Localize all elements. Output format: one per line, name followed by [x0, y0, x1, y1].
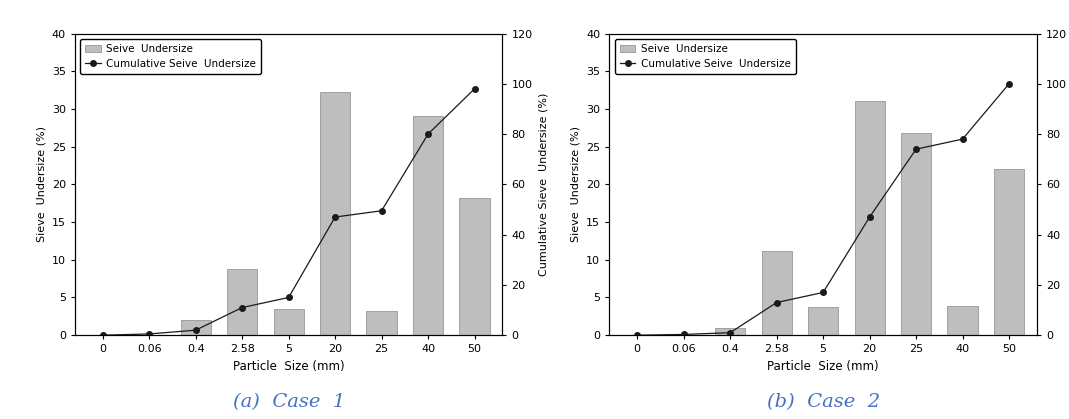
- Bar: [367, 311, 397, 335]
- Bar: [413, 116, 444, 335]
- Legend: Seive  Undersize, Cumulative Seive  Undersize: Seive Undersize, Cumulative Seive Unders…: [615, 39, 795, 74]
- Y-axis label: Cumulative Sieve  Undersize (%): Cumulative Sieve Undersize (%): [538, 93, 548, 276]
- Text: (a)  Case  1: (a) Case 1: [232, 393, 345, 411]
- X-axis label: Particle  Size (mm): Particle Size (mm): [768, 360, 879, 373]
- Legend: Seive  Undersize, Cumulative Seive  Undersize: Seive Undersize, Cumulative Seive Unders…: [80, 39, 261, 74]
- Bar: [320, 92, 351, 335]
- X-axis label: Particle  Size (mm): Particle Size (mm): [233, 360, 344, 373]
- Bar: [994, 169, 1024, 335]
- Y-axis label: Sieve  Undersize (%): Sieve Undersize (%): [571, 127, 580, 242]
- Bar: [227, 269, 258, 335]
- Bar: [901, 133, 931, 335]
- Text: (b)  Case  2: (b) Case 2: [766, 393, 880, 411]
- Bar: [460, 198, 490, 335]
- Bar: [854, 101, 885, 335]
- Y-axis label: Sieve  Undersize (%): Sieve Undersize (%): [36, 127, 46, 242]
- Bar: [181, 320, 211, 335]
- Bar: [761, 251, 792, 335]
- Bar: [274, 309, 304, 335]
- Bar: [715, 328, 745, 335]
- Bar: [808, 307, 838, 335]
- Bar: [947, 306, 978, 335]
